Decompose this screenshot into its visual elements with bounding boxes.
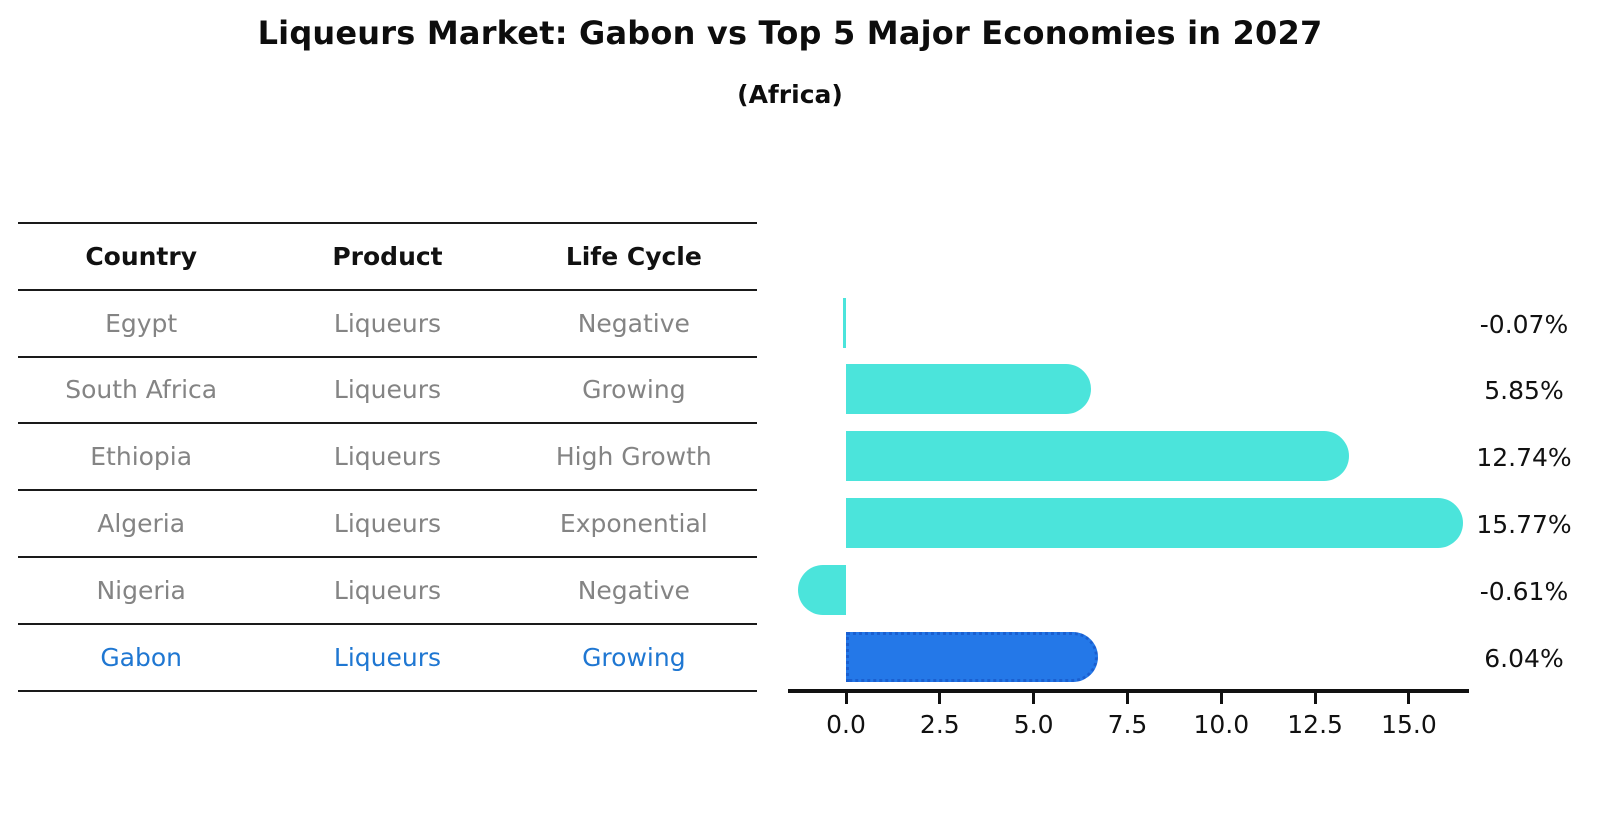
x-axis-tick [1219, 693, 1223, 704]
cell-life-cycle: Negative [510, 556, 757, 625]
column-header-country: Country [18, 223, 265, 291]
comparison-table: Country Product Life Cycle Egypt Liqueur… [18, 222, 757, 692]
cell-life-cycle: High Growth [510, 423, 757, 492]
bar-south-africa [846, 364, 1091, 415]
x-tick-label-0.0: 0.0 [826, 710, 866, 739]
table-row-south-africa: South Africa Liqueurs Growing [18, 356, 757, 425]
value-label-gabon: 6.04% [1484, 643, 1564, 673]
x-axis-tick [938, 693, 942, 704]
cell-country: South Africa [18, 356, 265, 425]
bar-nigeria [798, 564, 846, 615]
x-tick-label-7.5: 7.5 [1107, 710, 1148, 739]
cell-life-cycle: Growing [510, 623, 757, 692]
cell-product: Liqueurs [264, 423, 511, 492]
cell-product: Liqueurs [264, 556, 511, 625]
bar-algeria [846, 497, 1463, 548]
bar-ethiopia [846, 431, 1350, 482]
table-row-nigeria: Nigeria Liqueurs Negative [18, 556, 757, 625]
x-axis-line [788, 689, 1469, 693]
cell-country: Nigeria [18, 556, 265, 625]
bar-gabon [846, 631, 1098, 682]
x-axis-tick [844, 693, 848, 704]
chart-subtitle: (Africa) [737, 80, 843, 109]
x-tick-label-5.0: 5.0 [1013, 710, 1054, 739]
value-label-egypt: -0.07% [1479, 309, 1569, 339]
table-row-egypt: Egypt Liqueurs Negative [18, 289, 757, 358]
x-axis-tick [1313, 693, 1317, 704]
cell-country: Ethiopia [18, 423, 265, 492]
x-axis-tick [1032, 693, 1036, 704]
cell-country: Gabon [18, 623, 265, 692]
table-body: Egypt Liqueurs Negative South Africa Liq… [18, 289, 757, 692]
table-row-algeria: Algeria Liqueurs Exponential [18, 490, 757, 558]
cell-product: Liqueurs [264, 623, 511, 692]
x-tick-label-15.0: 15.0 [1381, 710, 1437, 739]
chart-title: Liqueurs Market: Gabon vs Top 5 Major Ec… [257, 14, 1323, 52]
value-label-ethiopia: 12.74% [1476, 443, 1572, 473]
table-row-ethiopia: Ethiopia Liqueurs High Growth [18, 423, 757, 492]
column-header-life-cycle: Life Cycle [510, 223, 757, 291]
cell-product: Liqueurs [264, 490, 511, 558]
cell-life-cycle: Negative [510, 289, 757, 358]
cell-life-cycle: Exponential [510, 490, 757, 558]
header-row: Country Product Life Cycle [18, 223, 757, 291]
cell-life-cycle: Growing [510, 356, 757, 425]
x-tick-label-2.5: 2.5 [919, 710, 960, 739]
value-label-algeria: 15.77% [1476, 509, 1572, 539]
cell-product: Liqueurs [264, 289, 511, 358]
cell-product: Liqueurs [264, 356, 511, 425]
cell-country: Algeria [18, 490, 265, 558]
cell-country: Egypt [18, 289, 265, 358]
x-axis-tick [1125, 693, 1129, 704]
value-label-nigeria: -0.61% [1479, 576, 1569, 606]
bar-egypt [843, 297, 846, 348]
table-row-gabon-highlighted: Gabon Liqueurs Growing [18, 623, 757, 692]
x-tick-label-10.0: 10.0 [1193, 710, 1250, 739]
x-axis-tick [1407, 693, 1411, 704]
column-header-product: Product [264, 223, 511, 291]
value-label-south-africa: 5.85% [1484, 376, 1564, 406]
table-header: Country Product Life Cycle [18, 223, 757, 291]
x-tick-label-12.5: 12.5 [1287, 710, 1343, 739]
